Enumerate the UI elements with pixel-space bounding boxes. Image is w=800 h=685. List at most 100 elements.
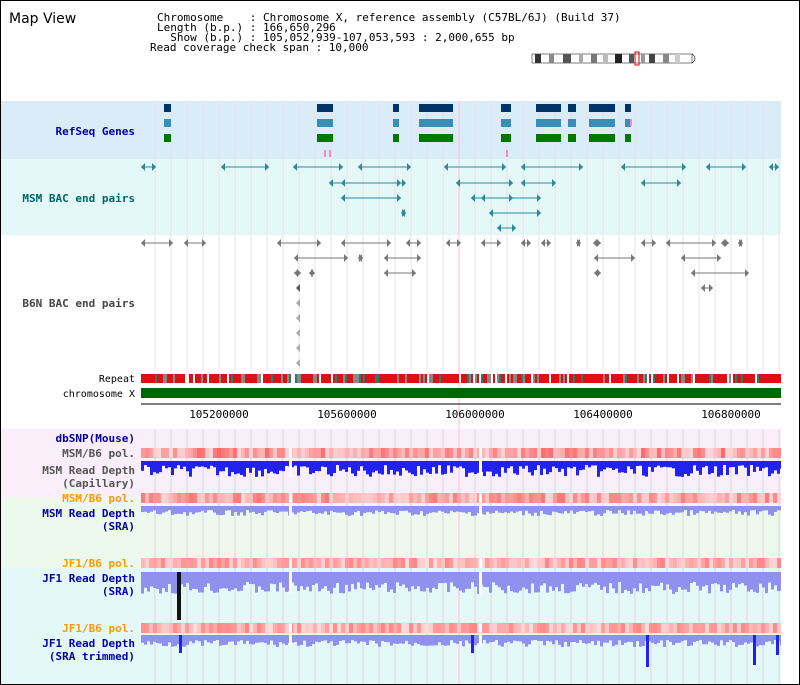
track-label-msm-depth-sra[interactable]: MSM Read Depth [42, 507, 135, 520]
polymorphism-cell [689, 623, 693, 633]
depth-bar [663, 635, 666, 647]
depth-bar [660, 506, 663, 515]
gene-feature [536, 119, 561, 127]
polymorphism-cell [625, 493, 629, 503]
depth-bar [240, 506, 243, 513]
track-label-msm-bac[interactable]: MSM BAC end pairs [22, 192, 135, 205]
track-label-msm-pol-2[interactable]: MSM/B6 pol. [62, 492, 135, 505]
polymorphism-cell [641, 448, 645, 458]
polymorphism-cell [329, 623, 333, 633]
depth-bar [528, 572, 531, 594]
polymorphism-cell [633, 623, 637, 633]
depth-bar [285, 461, 288, 466]
polymorphism-cell [725, 448, 729, 458]
gene-strand-arrow [625, 104, 629, 112]
chromosome-ideogram[interactable] [529, 51, 701, 67]
depth-bar [147, 506, 150, 513]
depth-bar [585, 635, 588, 644]
polymorphism-cell [205, 558, 209, 568]
repeat-block [209, 374, 211, 383]
track-label-msm-depth-cap[interactable]: MSM Read Depth [42, 464, 135, 477]
repeat-block [729, 374, 731, 383]
repeat-block [659, 374, 661, 383]
depth-bar [417, 572, 420, 587]
polymorphism-cell [213, 558, 217, 568]
polymorphism-cell [217, 623, 221, 633]
chromosome-info: Chromosome : Chromosome X, reference ass… [157, 11, 621, 24]
repeat-block [661, 374, 663, 383]
repeat-block [333, 374, 335, 383]
depth-bar [768, 506, 771, 515]
track-label-refseq[interactable]: RefSeq Genes [55, 125, 135, 138]
depth-bar [540, 461, 543, 475]
polymorphism-cell [485, 558, 489, 568]
polymorphism-cell [201, 493, 205, 503]
depth-bar [279, 506, 282, 512]
depth-bar [465, 572, 468, 589]
depth-bar [189, 635, 192, 642]
polymorphism-cell [357, 623, 361, 633]
polymorphism-cell [273, 623, 277, 633]
bac-end-right [311, 269, 315, 277]
repeat-block [751, 374, 753, 383]
track-label-chromosome: chromosome X [62, 389, 135, 400]
track-label-msm-pol-1[interactable]: MSM/B6 pol. [62, 447, 135, 460]
track-label-jf1-depth-trim[interactable]: JF1 Read Depth [42, 637, 135, 650]
gap [289, 558, 292, 568]
depth-bar [162, 506, 165, 513]
depth-bar [669, 635, 672, 642]
depth-bar [267, 635, 270, 645]
repeat-block [157, 374, 159, 383]
polymorphism-cell [581, 623, 585, 633]
track-label-jf1-pol-2[interactable]: JF1/B6 pol. [62, 622, 135, 635]
polymorphism-cell [653, 623, 657, 633]
depth-bar [579, 635, 582, 641]
depth-bar [141, 635, 144, 643]
depth-bar [354, 635, 357, 642]
polymorphism-cell [429, 558, 433, 568]
repeat-block [357, 374, 359, 383]
repeat-block [237, 374, 239, 383]
repeat-block [295, 374, 297, 383]
repeat-block [739, 374, 741, 383]
track-label-dbsnp[interactable]: dbSNP(Mouse) [55, 432, 135, 445]
polymorphism-cell [601, 558, 605, 568]
polymorphism-cell [565, 623, 569, 633]
polymorphism-cell [257, 623, 261, 633]
polymorphism-cell [717, 448, 721, 458]
polymorphism-cell [173, 448, 177, 458]
repeat-block [183, 374, 185, 383]
polymorphism-cell [265, 623, 269, 633]
bac-end-right [712, 239, 716, 247]
track-label-jf1-depth-sra[interactable]: JF1 Read Depth [42, 572, 135, 585]
polymorphism-cell [245, 493, 249, 503]
polymorphism-cell [609, 558, 613, 568]
polymorphism-cell [385, 623, 389, 633]
depth-bar [315, 461, 318, 471]
polymorphism-cell [433, 448, 437, 458]
polymorphism-cell [249, 623, 253, 633]
polymorphism-cell [561, 493, 565, 503]
axis-tick-label: 106800000 [701, 408, 761, 421]
gap [479, 623, 482, 633]
polymorphism-cell [665, 448, 669, 458]
polymorphism-cell [673, 493, 677, 503]
depth-bar [702, 635, 705, 645]
track-label-b6n-bac[interactable]: B6N BAC end pairs [22, 297, 135, 310]
polymorphism-cell [757, 493, 761, 503]
depth-bar [291, 461, 294, 468]
bac-end-right [502, 163, 506, 171]
depth-bar [594, 635, 597, 646]
depth-bar [543, 506, 546, 515]
depth-bar [441, 506, 444, 512]
vertical-scroll-strip[interactable] [781, 1, 799, 684]
polymorphism-cell [593, 493, 597, 503]
track-label-jf1-pol-1[interactable]: JF1/B6 pol. [62, 557, 135, 570]
depth-bar [738, 506, 741, 512]
depth-bar [216, 572, 219, 593]
depth-bar [375, 572, 378, 586]
repeat-block [441, 374, 443, 383]
repeat-block [393, 374, 395, 383]
polymorphism-cell [309, 558, 313, 568]
